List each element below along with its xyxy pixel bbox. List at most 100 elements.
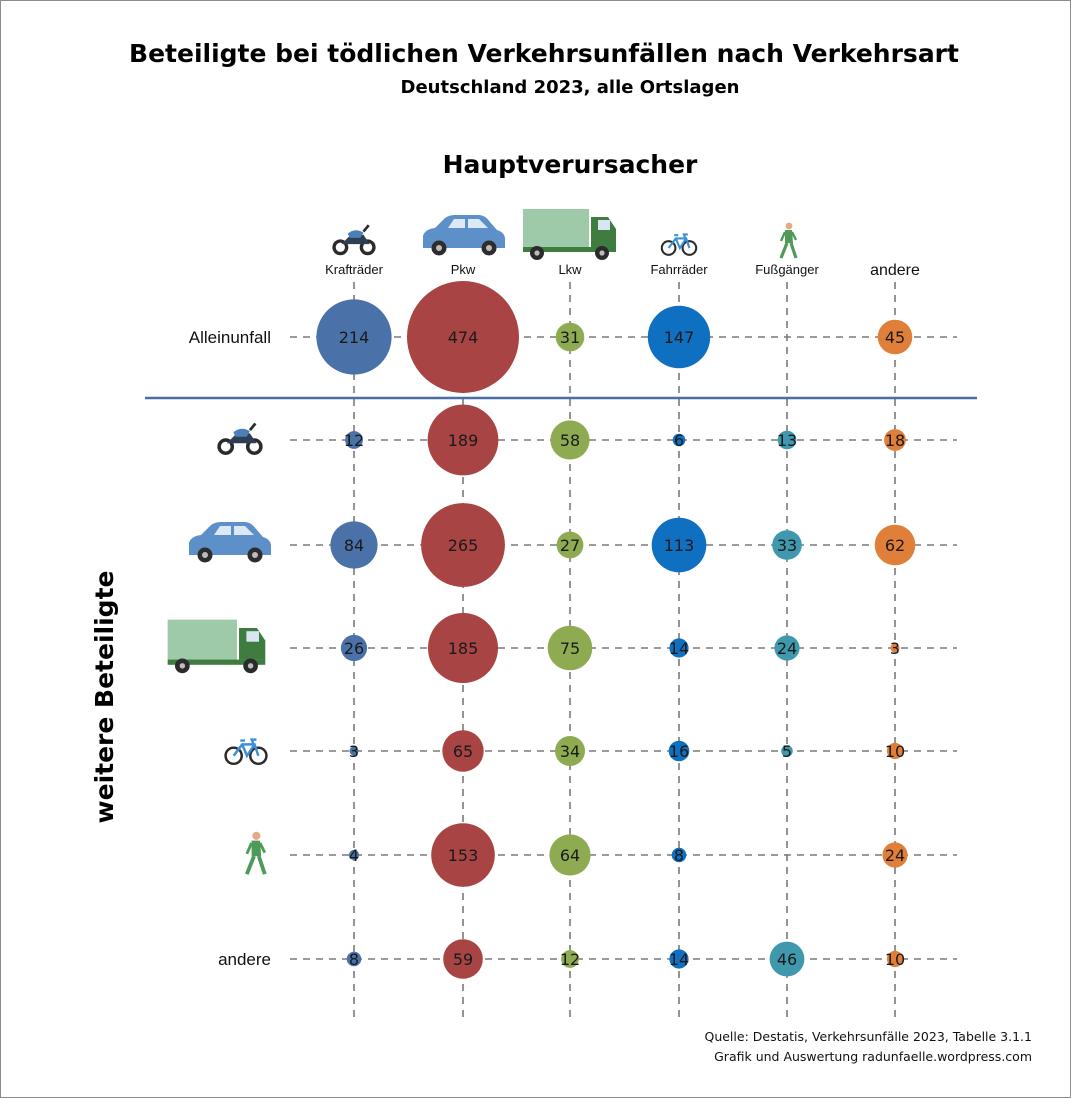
row-car-icon — [189, 522, 271, 563]
bubble: 13 — [777, 430, 797, 450]
bubble: 59 — [443, 939, 483, 979]
bubble: 14 — [669, 638, 689, 658]
bubble-value: 12 — [344, 431, 364, 450]
bubble: 4 — [348, 846, 360, 865]
bubble-circle — [651, 517, 707, 573]
bubble-value: 4 — [349, 846, 359, 865]
bubble-value: 8 — [349, 950, 359, 969]
bubble: 26 — [340, 634, 368, 662]
truck-icon — [523, 209, 616, 260]
bubble-circle — [555, 736, 585, 766]
bubble: 10 — [885, 742, 905, 761]
bubble-value: 147 — [664, 328, 695, 347]
source-line-1: Quelle: Destatis, Verkehrsunfälle 2023, … — [704, 1029, 1032, 1044]
bubble-circle — [647, 305, 711, 369]
row-truck-icon — [167, 619, 266, 674]
column-label: Krafträder — [325, 262, 383, 277]
bubble-circle — [672, 433, 686, 447]
bubble-circle — [777, 430, 797, 450]
bubble-circle — [781, 745, 793, 757]
bubble-circle — [877, 319, 913, 355]
bubble-value: 24 — [777, 639, 797, 658]
bubble-value: 189 — [448, 431, 479, 450]
bubble: 214 — [316, 299, 392, 375]
bubble: 5 — [781, 742, 793, 761]
bubble-circle — [349, 746, 359, 756]
car-icon — [423, 215, 505, 256]
bubble: 265 — [421, 503, 505, 587]
bubble: 474 — [407, 281, 519, 393]
bubble: 27 — [556, 531, 584, 559]
bubble-value: 3 — [349, 742, 359, 761]
x-axis-title: Hauptverursacher — [443, 150, 698, 179]
bubble-circle — [669, 949, 689, 969]
bubble-circle — [547, 625, 593, 671]
bubble: 46 — [769, 941, 805, 977]
bubble-circle — [348, 849, 360, 861]
bubble-value: 8 — [674, 846, 684, 865]
row-labels: Alleinunfall andere — [167, 328, 271, 969]
bubble: 10 — [885, 950, 905, 969]
bubble-value: 113 — [664, 536, 695, 555]
bubble-value: 13 — [777, 431, 797, 450]
bubble: 24 — [774, 635, 800, 661]
bubble-circle — [340, 634, 368, 662]
bubble: 113 — [651, 517, 707, 573]
bubble-value: 62 — [885, 536, 905, 555]
bubble-value: 45 — [885, 328, 905, 347]
bubble-circle — [561, 950, 579, 968]
bubble-value: 265 — [448, 536, 479, 555]
column-label: Lkw — [558, 262, 582, 277]
motorcycle-icon — [332, 223, 376, 256]
bubble: 58 — [550, 420, 590, 460]
column-icons — [332, 209, 798, 260]
bubble-value: 31 — [560, 328, 580, 347]
bubble-value: 33 — [777, 536, 797, 555]
bubble: 189 — [427, 404, 499, 476]
bubble-value: 153 — [448, 846, 479, 865]
bubble-circle — [428, 613, 498, 683]
row-motorcycle-icon — [217, 421, 263, 455]
bubble-circle — [316, 299, 392, 375]
bubble-value: 59 — [453, 950, 473, 969]
bubble-value: 5 — [782, 742, 792, 761]
bubble: 3 — [890, 639, 900, 658]
bubble-value: 14 — [669, 639, 689, 658]
bubble-value: 10 — [885, 742, 905, 761]
bubble: 34 — [555, 736, 585, 766]
source-line-2: Grafik und Auswertung radunfaelle.wordpr… — [714, 1049, 1032, 1064]
bubble: 185 — [428, 613, 498, 683]
bubble-circle — [886, 742, 904, 760]
bubble-circle — [443, 939, 483, 979]
bubble-circle — [668, 740, 690, 762]
bubble-value: 27 — [560, 536, 580, 555]
bubble: 64 — [549, 834, 591, 876]
bubble-circle — [549, 834, 591, 876]
bubble-circle — [772, 530, 802, 560]
bubble-circle — [550, 420, 590, 460]
bubble-value: 6 — [674, 431, 684, 450]
bubble-circle — [345, 431, 363, 449]
bubble-value: 46 — [777, 950, 797, 969]
bubble-value: 84 — [344, 536, 364, 555]
bubble-value: 65 — [453, 742, 473, 761]
bubble-circle — [442, 730, 484, 772]
bubble: 3 — [349, 742, 359, 761]
bubble-circle — [671, 847, 687, 863]
bubble-value: 18 — [885, 431, 905, 450]
bubble-value: 3 — [890, 639, 900, 658]
bicycle-icon — [660, 233, 698, 256]
bubble: 147 — [647, 305, 711, 369]
bubble: 12 — [560, 950, 580, 969]
row-pedestrian-icon — [244, 829, 267, 877]
bubble-circle — [431, 823, 495, 887]
bubble-circle — [555, 322, 585, 352]
bubble-circle — [890, 643, 900, 653]
bubble-circle — [407, 281, 519, 393]
bubble: 75 — [547, 625, 593, 671]
bubble-value: 24 — [885, 846, 905, 865]
pedestrian-icon — [779, 221, 798, 260]
bubble-value: 58 — [560, 431, 580, 450]
bubble-value: 12 — [560, 950, 580, 969]
